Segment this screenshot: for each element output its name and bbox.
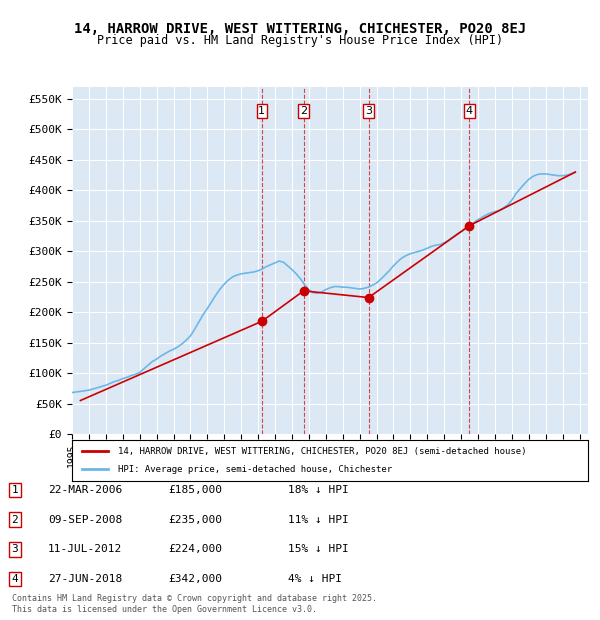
- Text: 4% ↓ HPI: 4% ↓ HPI: [288, 574, 342, 584]
- Text: £185,000: £185,000: [168, 485, 222, 495]
- Text: £224,000: £224,000: [168, 544, 222, 554]
- Text: 11% ↓ HPI: 11% ↓ HPI: [288, 515, 349, 525]
- Text: 15% ↓ HPI: 15% ↓ HPI: [288, 544, 349, 554]
- Text: 2: 2: [300, 106, 307, 116]
- Text: 3: 3: [11, 544, 19, 554]
- Text: HPI: Average price, semi-detached house, Chichester: HPI: Average price, semi-detached house,…: [118, 465, 392, 474]
- Text: 3: 3: [365, 106, 372, 116]
- Text: 1: 1: [259, 106, 265, 116]
- Text: 1: 1: [11, 485, 19, 495]
- Text: 27-JUN-2018: 27-JUN-2018: [48, 574, 122, 584]
- Text: 09-SEP-2008: 09-SEP-2008: [48, 515, 122, 525]
- Text: 4: 4: [11, 574, 19, 584]
- Text: £235,000: £235,000: [168, 515, 222, 525]
- Text: Contains HM Land Registry data © Crown copyright and database right 2025.
This d: Contains HM Land Registry data © Crown c…: [12, 595, 377, 614]
- Text: 18% ↓ HPI: 18% ↓ HPI: [288, 485, 349, 495]
- Text: 4: 4: [466, 106, 473, 116]
- Text: 14, HARROW DRIVE, WEST WITTERING, CHICHESTER, PO20 8EJ: 14, HARROW DRIVE, WEST WITTERING, CHICHE…: [74, 22, 526, 36]
- Text: 14, HARROW DRIVE, WEST WITTERING, CHICHESTER, PO20 8EJ (semi-detached house): 14, HARROW DRIVE, WEST WITTERING, CHICHE…: [118, 447, 527, 456]
- Text: £342,000: £342,000: [168, 574, 222, 584]
- Text: 2: 2: [11, 515, 19, 525]
- Text: Price paid vs. HM Land Registry's House Price Index (HPI): Price paid vs. HM Land Registry's House …: [97, 34, 503, 47]
- Text: 22-MAR-2006: 22-MAR-2006: [48, 485, 122, 495]
- Text: 11-JUL-2012: 11-JUL-2012: [48, 544, 122, 554]
